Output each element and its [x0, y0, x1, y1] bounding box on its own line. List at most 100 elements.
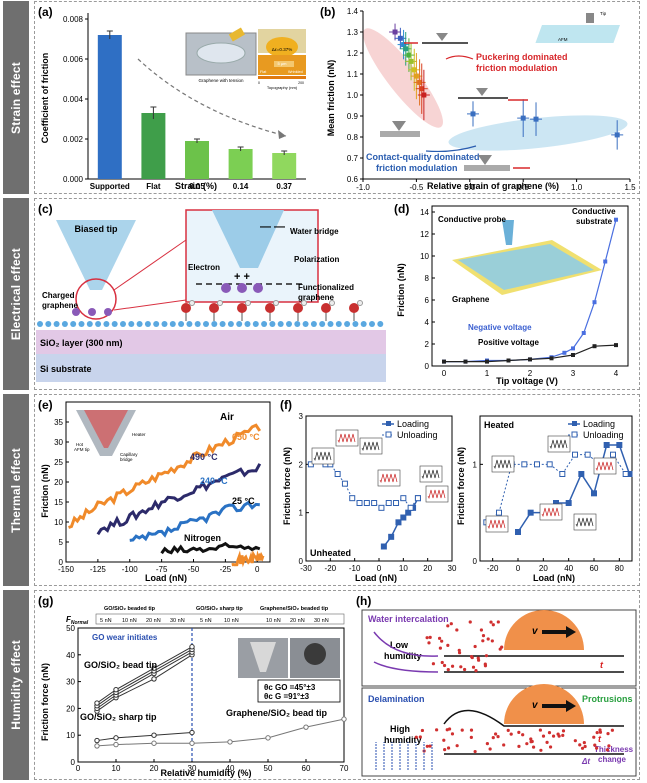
d-xtick-label: 3 — [571, 369, 576, 378]
plus-charges: + + — [234, 271, 250, 283]
carbon-atom — [53, 321, 60, 327]
charged-graphene-label-2: graphene — [42, 301, 79, 310]
loop-thumbnail — [335, 429, 359, 447]
nitrogen-label: Nitrogen — [184, 533, 221, 543]
b-point — [470, 111, 476, 117]
tip-label: Tip — [600, 11, 607, 16]
water-molecule — [446, 668, 450, 672]
water-molecule — [548, 745, 553, 749]
carbon-atom — [194, 321, 201, 327]
b-point — [533, 116, 539, 122]
water-molecule — [538, 728, 542, 732]
loop-thumbnail — [491, 455, 515, 473]
carbon-atom — [186, 321, 193, 327]
water-molecule — [607, 744, 611, 748]
substrate-label-2: substrate — [576, 217, 613, 226]
f-xtick-label: -10 — [349, 564, 361, 573]
water-molecule — [489, 620, 493, 624]
high-humidity-box — [361, 687, 637, 777]
b-point — [421, 92, 427, 98]
water-molecule — [551, 734, 556, 738]
carbon-atom — [120, 321, 126, 327]
water-molecule — [490, 639, 494, 643]
carbon-atom — [61, 321, 68, 327]
loop-thumbnail — [425, 485, 449, 503]
d-point — [614, 343, 618, 348]
f-series-line — [486, 453, 627, 523]
d-point — [506, 358, 511, 363]
water-molecule — [418, 735, 422, 739]
water-molecule — [521, 733, 525, 737]
panel-f-ylabel-1: Friction force (nN) — [282, 447, 292, 525]
water-molecule — [428, 744, 432, 748]
biased-tip — [56, 220, 136, 290]
puckering-arrow — [445, 55, 474, 60]
panel-b-label: (b) — [320, 5, 335, 19]
d-point — [463, 359, 468, 364]
g-ytick-label: 10 — [66, 731, 75, 740]
thickness-change-label: Thickness — [594, 745, 634, 754]
water-molecule — [459, 665, 463, 669]
functional-group — [181, 303, 191, 313]
water-molecule — [440, 639, 444, 643]
dome-label: Δε=0.37% — [272, 47, 292, 52]
a-ytick-label: 0.006 — [63, 55, 84, 64]
legend-graphene-20nn: 20 nN — [290, 618, 305, 624]
f-point — [334, 471, 341, 477]
panel-f-xlabel-1: Load (nN) — [355, 573, 397, 583]
water-molecule — [428, 635, 432, 639]
water-molecule — [545, 740, 549, 744]
d-point — [571, 346, 575, 351]
b-xtick-label: -1.0 — [356, 183, 370, 192]
carbon-atom — [103, 321, 110, 327]
panel-d: (d) Friction (nN) Tip voltage (V) Conduc… — [394, 202, 629, 386]
capillary-label: Capillary — [120, 452, 138, 457]
a-ytick-label: 0.008 — [63, 15, 84, 24]
charged-molecule — [72, 308, 80, 316]
g-point — [94, 737, 100, 744]
low-thickness-t: t — [600, 660, 604, 670]
water-molecule — [547, 731, 552, 735]
f-point — [584, 451, 591, 458]
carbon-atom — [302, 321, 309, 327]
g-ytick-label: 20 — [66, 704, 75, 713]
f-point — [407, 504, 414, 511]
minus-charges: — — — [260, 221, 285, 233]
hydrogen-atom — [217, 300, 223, 306]
e-xtick-label: -100 — [122, 565, 139, 574]
b-xtick-label: 0.0 — [464, 183, 476, 192]
g-xtick-label: 40 — [226, 764, 235, 773]
water-molecule — [573, 739, 577, 743]
b-point — [413, 73, 419, 79]
water-molecule — [605, 748, 610, 752]
scale-label: 5 μm — [278, 61, 288, 66]
f-point — [616, 442, 623, 448]
water-molecule — [531, 745, 536, 749]
water-intercalation-label: Water intercalation — [368, 614, 449, 624]
water-molecule — [460, 728, 464, 732]
carbon-atom — [327, 321, 334, 327]
electrical-section — [34, 198, 640, 390]
sem-bead — [304, 643, 326, 665]
panel-c: (c) SiO₂ layer (300 nm) Si substrate Bia… — [36, 202, 386, 382]
water-molecule — [502, 743, 506, 747]
sio2-layer — [36, 330, 386, 354]
loop-trace — [541, 507, 560, 518]
g-series-line — [96, 654, 193, 712]
charged-graphene-label: Charged — [42, 291, 75, 300]
panel-e-xlabel: Load (nN) — [145, 573, 187, 583]
carbon-atom — [277, 321, 284, 327]
carbon-atom — [344, 321, 351, 327]
g-point — [265, 735, 271, 741]
functional-group — [209, 303, 219, 313]
carbon-atom — [319, 321, 326, 327]
b-point — [403, 46, 409, 52]
loop-thumbnail — [573, 513, 597, 531]
e-xtick-label: -25 — [220, 565, 232, 574]
water-molecule — [474, 669, 478, 673]
loop-trace — [379, 473, 398, 484]
g-point — [303, 724, 309, 730]
e-ytick-label: 25 — [54, 458, 63, 467]
water-molecule — [486, 637, 490, 641]
humidity-section-label: Humidity effect — [3, 590, 29, 780]
